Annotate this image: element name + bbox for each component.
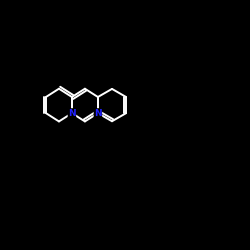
Text: N: N — [68, 109, 76, 118]
Text: N: N — [94, 109, 102, 118]
